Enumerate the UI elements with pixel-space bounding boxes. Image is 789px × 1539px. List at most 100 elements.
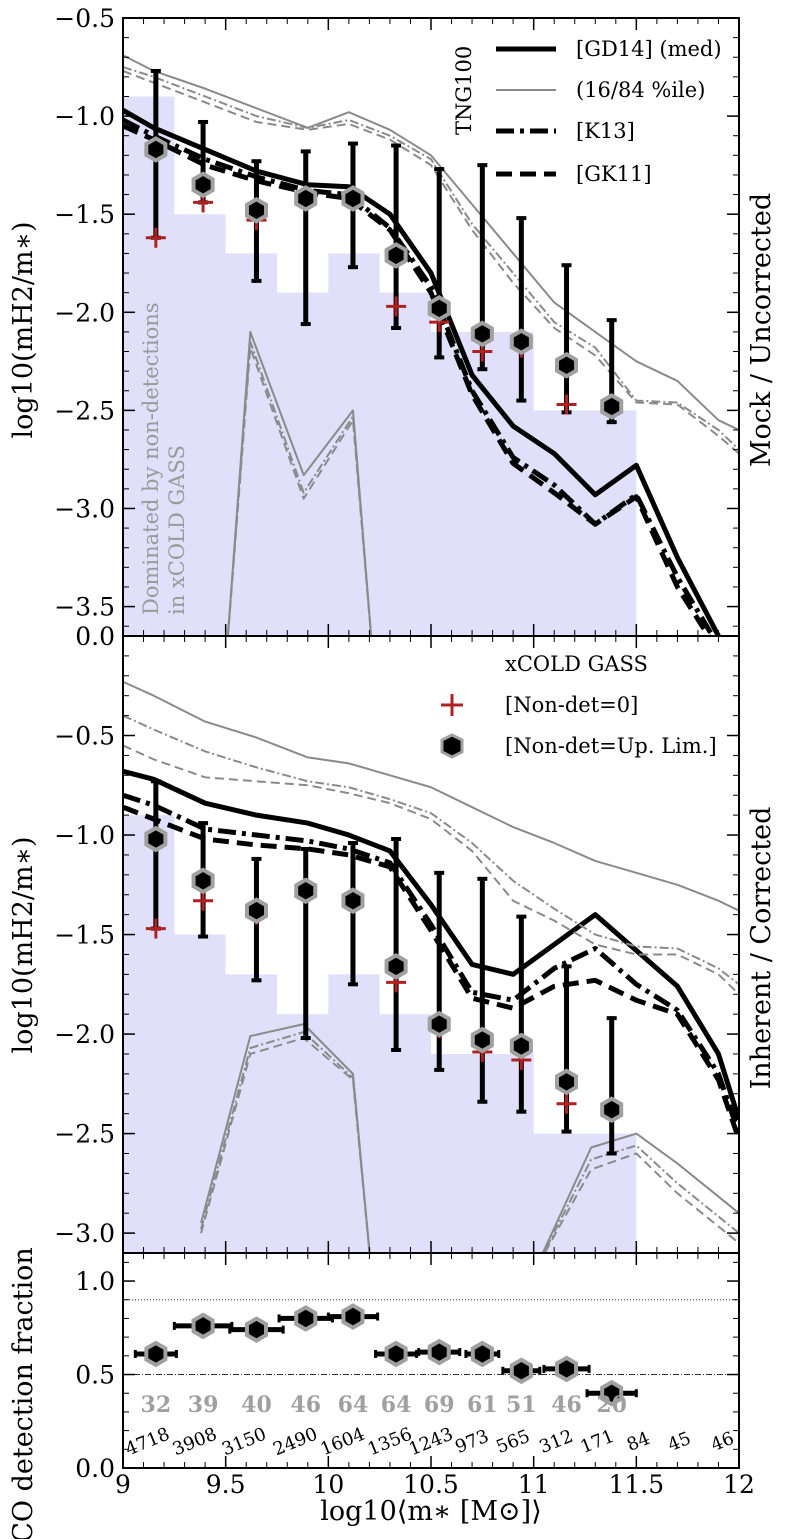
panel-inherent-corrected: −3.0 −2.5 −2.0 −1.5 −1.0 −0.5 0.0 [54, 622, 740, 1254]
obs-count-label: 46 [551, 1392, 582, 1418]
obs-uplim-marker [600, 393, 624, 420]
obs-uplim-marker [244, 897, 268, 924]
obs-count-label: 64 [338, 1392, 369, 1418]
legend-label-k13: [K13] [576, 119, 635, 143]
obs-count-label: 69 [424, 1392, 455, 1418]
sim-count-label: 46 [708, 1428, 737, 1456]
y-tick-label: −3.0 [54, 494, 115, 523]
y-tick-label: 1.0 [75, 1267, 115, 1296]
obs-uplim-marker [294, 185, 318, 212]
detection-fraction-marker [144, 1340, 168, 1368]
x-tick-label: 10 [312, 1470, 344, 1499]
panel-mock-uncorrected: −3.5 −3.0 −2.5 −2.0 −1.5 −1.0 −0.5 [54, 4, 740, 637]
bottom-y-axis-label: CO detection fraction [8, 1247, 39, 1539]
series-line-k13-p84 [123, 66, 739, 451]
top-legend: TNG100 [GD14] (med) (16/84 %ile) [K13] [… [452, 37, 722, 186]
legend-title-tng100: TNG100 [452, 46, 476, 135]
series-line-gk11-p16 [226, 346, 373, 636]
obs-uplim-marker [600, 1096, 624, 1124]
detection-fraction-marker [509, 1357, 533, 1385]
obs-count-label: 40 [241, 1392, 272, 1418]
y-tick-label: −0.5 [54, 722, 115, 751]
obs-count-label: 20 [596, 1392, 627, 1418]
annotation-line-1: Dominated by non-detections [139, 302, 163, 615]
x-tick-label: 9.5 [206, 1470, 246, 1499]
obs-uplim-marker [470, 320, 494, 348]
obs-uplim-marker [554, 1068, 579, 1096]
detection-fraction-marker [470, 1340, 494, 1368]
top-side-label: Mock / Uncorrected [746, 193, 777, 467]
obs-uplim-marker [191, 171, 215, 199]
middle-y-axis-label: log10(mH2/m∗) [8, 837, 39, 1054]
sim-count-label: 45 [665, 1428, 694, 1456]
x-tick-label: 11 [518, 1470, 550, 1499]
non-detection-shaded-region [123, 815, 637, 1253]
x-tick-label: 11.5 [608, 1470, 664, 1499]
sim-count-label: 2490 [270, 1424, 320, 1461]
series-line-gd14-p16 [200, 1023, 739, 1253]
plot-area [123, 54, 739, 636]
obs-uplim-marker [294, 877, 318, 905]
obs-uplim-marker [144, 136, 168, 163]
sim-count-label: 4718 [122, 1424, 172, 1461]
x-tick-label: 12 [723, 1470, 755, 1499]
legend-label-percentile: (16/84 %ile) [576, 78, 705, 102]
middle-legend: xCOLD GASS [Non-det=0] [Non-det=Up. Lim.… [440, 652, 717, 759]
obs-uplim-marker [384, 242, 408, 269]
obs-uplim-marker [554, 351, 579, 379]
x-axis-label: log10⟨m∗ [M⊙]⟩ [320, 1496, 541, 1527]
y-tick-label: −1.0 [54, 102, 115, 131]
series-line-gk11 [123, 804, 739, 1141]
obs-uplim-marker [427, 295, 451, 322]
top-y-axis-label: log10(mH2/m∗) [8, 222, 39, 439]
y-tick-label: −2.5 [54, 1120, 115, 1149]
obs-count-label: 61 [467, 1392, 498, 1418]
obs-uplim-marker [341, 887, 365, 915]
annotation-line-2: in xCOLD GASS [165, 445, 189, 615]
legend-label-gk11: [GK11] [576, 162, 652, 186]
non-detection-shaded-region [123, 96, 637, 636]
obs-count-label: 64 [381, 1392, 412, 1418]
detection-fraction-marker [341, 1303, 365, 1330]
y-tick-label: 0.0 [75, 1454, 115, 1483]
legend-swatch-nondet-uplim [440, 733, 464, 759]
y-tick-label: −3.0 [54, 1219, 115, 1248]
series-line-gk11-p84 [123, 744, 739, 995]
series-line-gd14-med [123, 768, 739, 1121]
legend-swatch-nondet-zero [441, 694, 463, 716]
legend-label-nondet-uplim: [Non-det=Up. Lim.] [505, 734, 717, 758]
series-line-gd14-med [123, 108, 722, 636]
y-tick-label: 0.5 [75, 1361, 115, 1390]
sim-count-label: 171 [577, 1426, 617, 1458]
obs-uplim-marker [427, 1010, 451, 1038]
series-line-gk11-p84 [123, 70, 739, 455]
y-tick-label: −1.5 [54, 921, 115, 950]
series-line-k13-p16 [200, 1031, 739, 1253]
obs-count-label: 32 [141, 1392, 172, 1418]
obs-uplim-marker [470, 1026, 494, 1054]
series-line-gk11-p16 [200, 1037, 739, 1253]
y-tick-label: −2.5 [54, 396, 115, 425]
obs-count-label: 46 [290, 1392, 321, 1418]
y-tick-label: −2.0 [54, 298, 115, 327]
sim-count-label: 1243 [406, 1424, 456, 1461]
detection-fraction-marker [191, 1312, 215, 1340]
series-line-gk11 [123, 123, 712, 636]
sim-count-label: 3150 [219, 1424, 269, 1461]
y-tick-label: −3.5 [54, 593, 115, 622]
series-line-gd14-p84 [123, 680, 739, 912]
sim-count-label: 565 [493, 1426, 533, 1458]
obs-count-label: 39 [188, 1392, 219, 1418]
plot-area [123, 680, 739, 1253]
sim-count-label: 3908 [170, 1424, 220, 1461]
sim-count-label: 973 [452, 1426, 492, 1458]
y-tick-label: −1.5 [54, 200, 115, 229]
detection-fraction-marker [294, 1305, 318, 1332]
obs-uplim-marker [384, 953, 408, 980]
detection-fraction-marker [554, 1355, 579, 1383]
detection-fraction-marker [427, 1338, 451, 1366]
obs-uplim-marker [509, 1032, 533, 1060]
sim-count-label: 1604 [318, 1424, 368, 1461]
middle-side-label: Inherent / Corrected [746, 807, 777, 1090]
